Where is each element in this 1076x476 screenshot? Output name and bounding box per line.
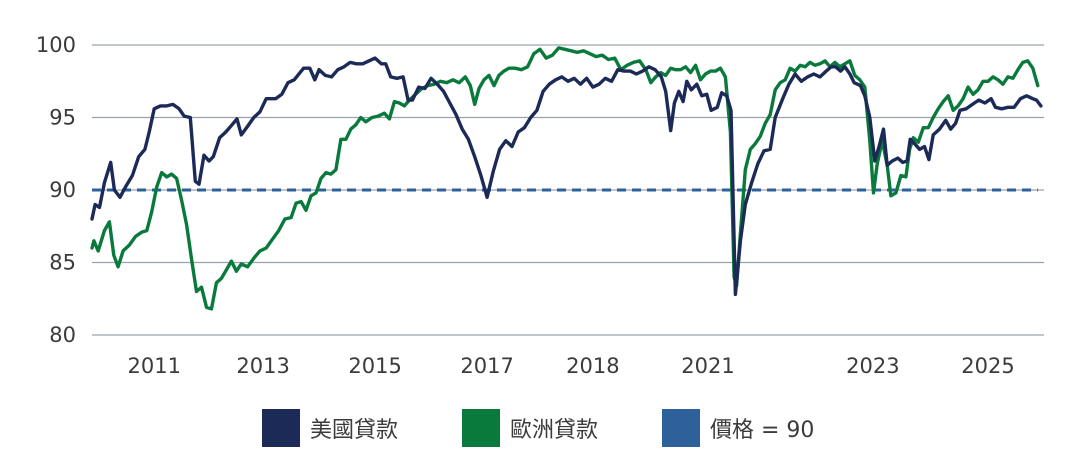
legend-swatch-europe-loans bbox=[462, 409, 500, 447]
x-tick-label: 2013 bbox=[236, 354, 289, 378]
x-tick-label: 2025 bbox=[961, 354, 1014, 378]
legend-label-price-90: 價格 = 90 bbox=[710, 418, 815, 443]
y-tick-label: 100 bbox=[36, 33, 76, 57]
line-chart: 80 85 90 95 100 2011 2013 2015 2017 2018 2021 2023… bbox=[36, 33, 1044, 378]
x-axis-ticks: 2011 2013 2015 2017 2018 2021 2023 2025 bbox=[127, 354, 1014, 378]
series-line-europe-loans bbox=[90, 46, 1040, 311]
legend-item-price-90: 價格 = 90 bbox=[662, 406, 814, 450]
legend-label-europe-loans: 歐洲貸款 bbox=[510, 418, 599, 443]
y-tick-label: 80 bbox=[49, 323, 76, 347]
y-axis-ticks: 80 85 90 95 100 bbox=[36, 33, 76, 347]
x-tick-label: 2017 bbox=[460, 354, 513, 378]
x-tick-label: 2018 bbox=[566, 354, 619, 378]
series-lines bbox=[90, 46, 1043, 311]
series-line-us-loans bbox=[90, 56, 1043, 297]
legend-swatch-us-loans bbox=[262, 409, 300, 447]
x-tick-label: 2011 bbox=[127, 354, 180, 378]
legend-swatch-price-90 bbox=[662, 409, 700, 447]
legend-label-us-loans: 美國貸款 bbox=[310, 418, 399, 443]
y-tick-label: 95 bbox=[49, 106, 76, 130]
y-tick-label: 90 bbox=[49, 178, 76, 202]
x-tick-label: 2023 bbox=[846, 354, 899, 378]
y-tick-label: 85 bbox=[49, 251, 76, 275]
x-tick-label: 2021 bbox=[681, 354, 734, 378]
legend: 美國貸款 歐洲貸款 價格 = 90 bbox=[0, 406, 1076, 450]
legend-item-europe-loans: 歐洲貸款 bbox=[462, 406, 598, 450]
x-tick-label: 2015 bbox=[348, 354, 401, 378]
legend-item-us-loans: 美國貸款 bbox=[262, 406, 398, 450]
